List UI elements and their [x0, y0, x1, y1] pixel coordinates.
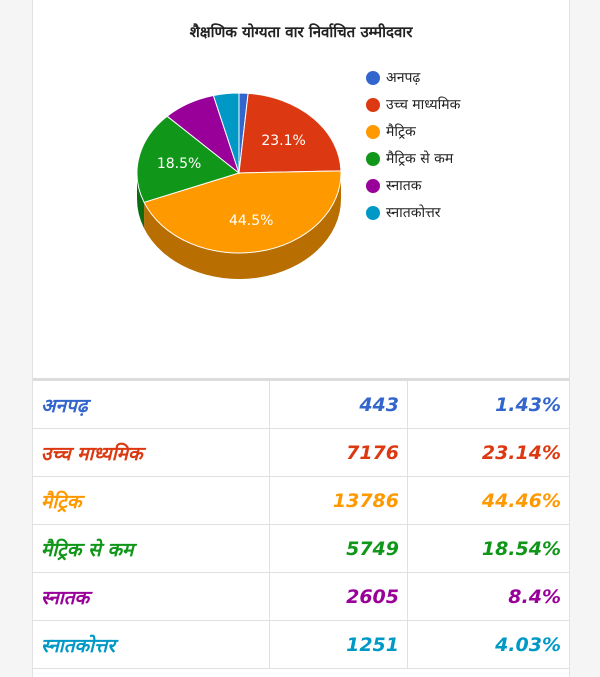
row-name: उच्च माध्यमिक	[33, 428, 270, 477]
legend-label: मैट्रिक	[386, 124, 416, 140]
row-percent: 8.4%	[407, 572, 569, 621]
pie-chart: 23.1% 44.5% 18.5%	[136, 92, 342, 280]
pie-slice-label-1: 23.1%	[261, 133, 305, 149]
results-table: अनपढ़ 443 1.43% उच्च माध्यमिक 7176 23.14% मैट्…	[33, 381, 569, 669]
legend-swatch-icon	[366, 152, 380, 166]
pie-slice-5	[212, 92, 240, 174]
row-name: मैट्रिक	[33, 476, 270, 525]
row-count: 5749	[269, 524, 408, 573]
table-row: उच्च माध्यमिक 7176 23.14%	[33, 428, 569, 477]
pie-slice-label-2: 44.5%	[229, 213, 273, 229]
pie-slice-2	[143, 170, 342, 254]
row-percent: 44.46%	[407, 476, 569, 525]
row-count: 2605	[269, 572, 408, 621]
table-row: मैट्रिक 13786 44.46%	[33, 476, 569, 525]
row-name: मैट्रिक से कम	[33, 524, 270, 573]
legend-label: स्नातक	[386, 178, 422, 194]
legend-label: अनपढ़	[386, 70, 421, 86]
legend-item: स्नातक	[366, 176, 566, 196]
chart-title: शैक्षणिक योग्यता वार निर्वाचित उम्मीदवार	[189, 23, 413, 41]
legend-label: उच्च माध्यमिक	[386, 97, 461, 113]
pie-slice-side-3	[137, 173, 145, 229]
table-row: स्नातक 2605 8.4%	[33, 572, 569, 621]
legend-item: मैट्रिक से कम	[366, 149, 566, 169]
row-name: स्नातकोत्तर	[33, 620, 270, 669]
chart-card: शैक्षणिक योग्यता वार निर्वाचित उम्मीदवार…	[32, 0, 570, 677]
table-row: स्नातकोत्तर 1251 4.03%	[33, 620, 569, 669]
legend-swatch-icon	[366, 179, 380, 193]
row-percent: 4.03%	[407, 620, 569, 669]
legend-item: उच्च माध्यमिक	[366, 95, 566, 115]
pie-slice-label-3: 18.5%	[157, 156, 201, 172]
legend-item: स्नातकोत्तर	[366, 203, 566, 223]
row-name: स्नातक	[33, 572, 270, 621]
row-count: 443	[269, 381, 408, 429]
pie-slice-1	[238, 92, 342, 174]
chart-legend: अनपढ़ उच्च माध्यमिक मैट्रिक मैट्रिक से कम स्…	[366, 68, 566, 230]
legend-swatch-icon	[366, 98, 380, 112]
legend-swatch-icon	[366, 125, 380, 139]
legend-item: अनपढ़	[366, 68, 566, 88]
legend-swatch-icon	[366, 206, 380, 220]
row-count: 1251	[269, 620, 408, 669]
row-count: 13786	[269, 476, 408, 525]
row-count: 7176	[269, 428, 408, 477]
legend-swatch-icon	[366, 71, 380, 85]
table-row: अनपढ़ 443 1.43%	[33, 381, 569, 429]
table-row: मैट्रिक से कम 5749 18.54%	[33, 524, 569, 573]
pie-chart-area: शैक्षणिक योग्यता वार निर्वाचित उम्मीदवार…	[33, 0, 569, 372]
row-percent: 18.54%	[407, 524, 569, 573]
row-name: अनपढ़	[33, 381, 270, 429]
pie-slice-3	[136, 115, 241, 203]
pie-slice-side-2	[144, 173, 341, 280]
row-percent: 1.43%	[407, 381, 569, 429]
legend-label: मैट्रिक से कम	[386, 151, 454, 167]
legend-item: मैट्रिक	[366, 122, 566, 142]
legend-label: स्नातकोत्तर	[386, 205, 441, 221]
pie-side-walls	[137, 173, 341, 280]
divider	[33, 378, 569, 381]
row-percent: 23.14%	[407, 428, 569, 477]
